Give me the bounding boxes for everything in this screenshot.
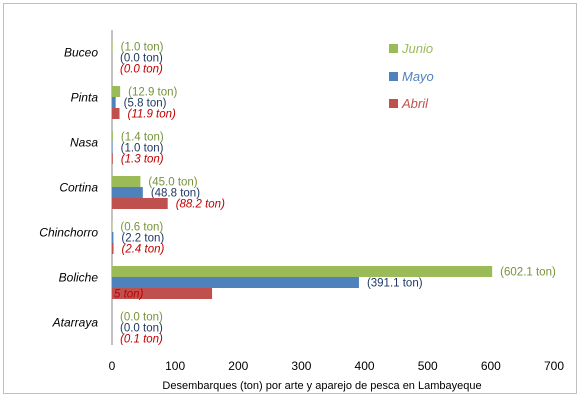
bar-nasa-mayo	[112, 142, 113, 153]
data-label-pinta-mayo: (5.8 ton)	[124, 98, 167, 110]
data-label-cortina-abril: (88.2 ton)	[176, 199, 225, 211]
data-label-boliche-junio: (602.1 ton)	[500, 267, 556, 279]
bar-nasa-abril	[112, 153, 113, 164]
category-label-nasa: Nasa	[70, 136, 98, 150]
legend-swatch-abril	[389, 99, 398, 108]
x-tick-500: 500	[418, 359, 438, 373]
data-label-atarraya-abril: (0.1 ton)	[120, 334, 163, 346]
data-label-cortina-mayo: (48.8 ton)	[151, 188, 200, 200]
bar-boliche-abril	[112, 288, 213, 299]
x-tick-200: 200	[228, 359, 248, 373]
bar-chinchorro-mayo	[112, 232, 114, 243]
x-tick-400: 400	[355, 359, 375, 373]
legend-label-abril: Abril	[401, 96, 429, 111]
category-label-chinchorro: Chinchorro	[39, 226, 98, 240]
bar-cortina-junio	[112, 176, 141, 187]
bar-buceo-junio	[112, 41, 113, 52]
category-label-atarraya: Atarraya	[52, 316, 99, 330]
bar-nasa-junio	[112, 131, 113, 142]
bars-group: (1.0 ton)(0.0 ton)(0.0 ton)(12.9 ton)(5.…	[112, 41, 556, 346]
data-label-nasa-junio: (1.4 ton)	[121, 132, 164, 144]
data-label-boliche-abril: 5 ton)	[114, 289, 144, 301]
data-label-nasa-mayo: (1.0 ton)	[121, 143, 164, 155]
data-label-chinchorro-mayo: (2.2 ton)	[121, 233, 164, 245]
x-tick-700: 700	[544, 359, 564, 373]
legend-swatch-mayo	[389, 72, 398, 81]
bar-cortina-mayo	[112, 187, 143, 198]
data-label-boliche-mayo: (391.1 ton)	[367, 278, 423, 290]
x-tick-300: 300	[291, 359, 311, 373]
legend-swatch-junio	[389, 44, 398, 53]
bar-boliche-mayo	[112, 277, 359, 288]
data-label-pinta-abril: (11.9 ton)	[128, 109, 177, 121]
bar-chinchorro-abril	[112, 243, 114, 254]
x-axis-title: Desembarques (ton) por arte y aparejo de…	[162, 380, 481, 392]
category-label-buceo: Buceo	[64, 46, 98, 60]
data-label-atarraya-mayo: (0.0 ton)	[120, 323, 163, 335]
legend: Junio Mayo Abril	[389, 41, 434, 111]
x-tick-0: 0	[109, 359, 116, 373]
category-label-cortina: Cortina	[59, 181, 98, 195]
bar-pinta-mayo	[112, 97, 116, 108]
bar-pinta-abril	[112, 108, 120, 119]
x-tick-600: 600	[481, 359, 501, 373]
data-label-nasa-abril: (1.3 ton)	[121, 154, 164, 166]
bar-boliche-junio	[112, 266, 493, 277]
data-label-buceo-abril: (0.0 ton)	[120, 64, 163, 76]
data-label-cortina-junio: (45.0 ton)	[148, 177, 197, 189]
data-label-buceo-mayo: (0.0 ton)	[120, 53, 163, 65]
x-tick-labels: 0 100 200 300 400 500 600 700	[109, 359, 565, 373]
legend-label-junio: Junio	[401, 41, 433, 56]
bar-pinta-junio	[112, 86, 121, 97]
data-label-atarraya-junio: (0.0 ton)	[120, 312, 163, 324]
x-tick-100: 100	[165, 359, 185, 373]
data-label-buceo-junio: (1.0 ton)	[121, 42, 164, 54]
data-label-pinta-junio: (12.9 ton)	[128, 87, 177, 99]
chart-frame	[3, 3, 577, 394]
legend-label-mayo: Mayo	[402, 69, 434, 84]
bar-cortina-abril	[112, 198, 168, 209]
data-label-chinchorro-abril: (2.4 ton)	[122, 244, 165, 256]
data-label-chinchorro-junio: (0.6 ton)	[120, 222, 163, 234]
category-labels: Buceo Pinta Nasa Cortina Chinchorro Boliche At…	[39, 46, 98, 330]
category-label-boliche: Boliche	[59, 271, 99, 285]
category-label-pinta: Pinta	[71, 91, 99, 105]
